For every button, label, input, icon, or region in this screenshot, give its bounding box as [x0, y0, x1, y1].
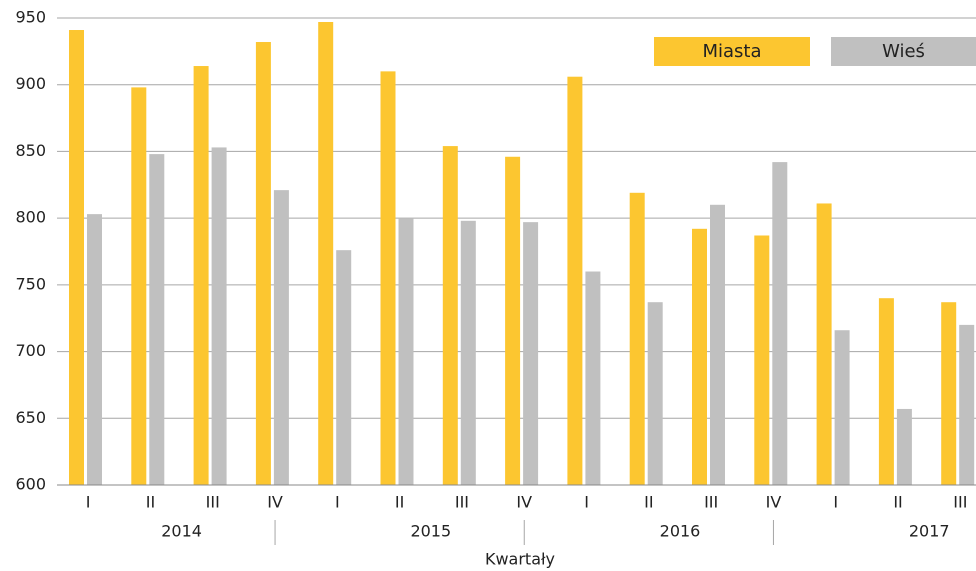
x-tick-label: IV	[766, 493, 782, 512]
bar	[193, 66, 209, 485]
y-tick-label: 800	[15, 208, 46, 227]
x-tick-label: II	[395, 493, 404, 512]
year-label: 2015	[410, 522, 451, 541]
legend-swatch	[654, 37, 810, 66]
bar	[336, 250, 352, 485]
bar	[505, 156, 521, 485]
bar	[710, 204, 725, 486]
bar	[523, 222, 539, 485]
x-tick-label: IV	[267, 493, 283, 512]
x-tick-label: III	[206, 493, 220, 512]
bar	[896, 408, 912, 485]
x-tick-label: I	[86, 493, 91, 512]
bar	[87, 214, 102, 485]
y-tick-label: 600	[15, 475, 46, 494]
y-tick-label: 700	[15, 341, 46, 360]
x-tick-label: III	[455, 493, 469, 512]
y-tick-label: 900	[15, 74, 46, 93]
bar	[816, 203, 832, 486]
bar	[398, 218, 414, 485]
x-tick-label: II	[644, 493, 653, 512]
bar	[629, 192, 645, 485]
x-tick-label: III	[704, 493, 718, 512]
x-tick-label: I	[833, 493, 838, 512]
x-axis-label: Kwartały	[485, 550, 555, 569]
bar	[772, 162, 788, 486]
x-tick-label: II	[146, 493, 155, 512]
y-tick-label: 850	[15, 141, 46, 160]
year-label: 2014	[161, 522, 202, 541]
bar	[567, 76, 583, 486]
legend-swatch	[831, 37, 976, 66]
bar	[647, 302, 663, 485]
bar	[149, 154, 165, 485]
x-tick-label: II	[893, 493, 902, 512]
bar	[834, 330, 850, 485]
bar	[380, 71, 396, 485]
bar	[318, 22, 334, 485]
bar	[131, 87, 147, 485]
bar	[585, 271, 601, 485]
bar	[255, 42, 271, 485]
bar	[941, 302, 957, 485]
legend-label: Miasta	[702, 41, 761, 62]
bar	[442, 146, 458, 485]
bar	[211, 147, 227, 485]
legend-label: Wieś	[882, 41, 925, 62]
bar	[69, 30, 84, 485]
x-tick-label: I	[335, 493, 340, 512]
year-label: 2017	[909, 522, 950, 541]
x-tick-label: III	[953, 493, 967, 512]
y-tick-label: 950	[15, 8, 46, 27]
bar	[754, 235, 770, 485]
bar	[460, 220, 476, 485]
x-tick-label: I	[584, 493, 589, 512]
bar	[692, 228, 707, 485]
year-label: 2016	[660, 522, 701, 541]
x-tick-label: IV	[516, 493, 532, 512]
bar	[273, 190, 289, 485]
bar	[959, 324, 975, 485]
y-tick-label: 650	[15, 408, 46, 427]
y-tick-label: 750	[15, 274, 46, 293]
bar	[878, 298, 894, 485]
